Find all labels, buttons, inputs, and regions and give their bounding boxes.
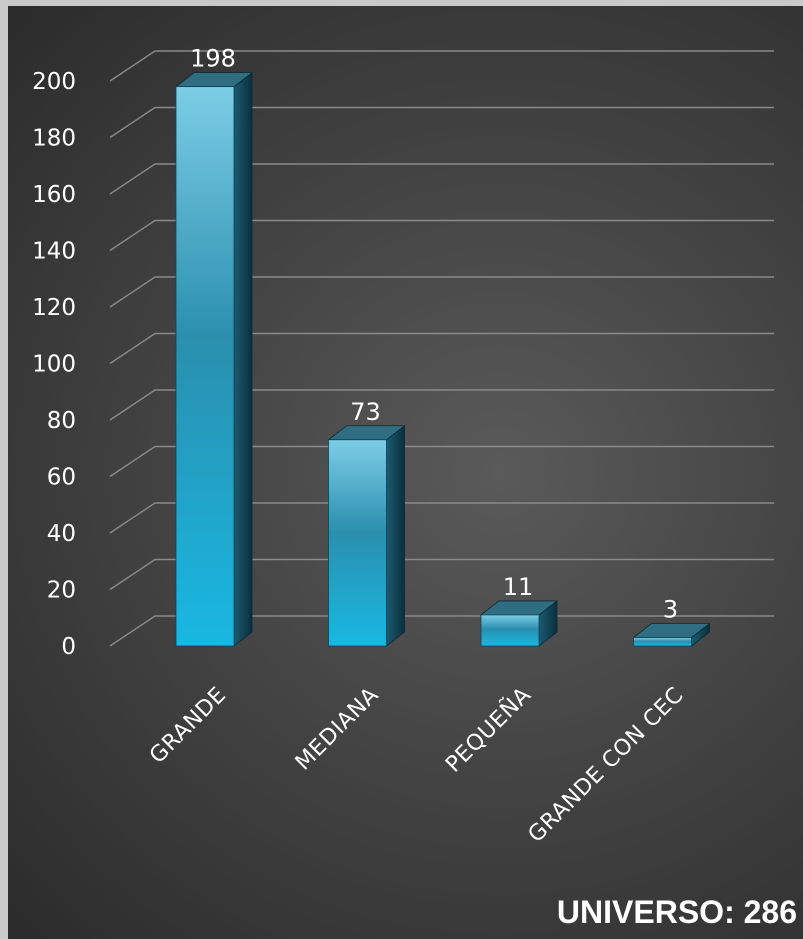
data-labels: 198 73 11 3 xyxy=(190,45,678,624)
gridline xyxy=(109,50,774,82)
data-label: 198 xyxy=(190,45,236,73)
bar xyxy=(327,424,406,647)
gridline xyxy=(109,502,774,534)
gridline xyxy=(109,389,774,421)
universe-total: UNIVERSO: 286 xyxy=(556,894,797,930)
data-label: 3 xyxy=(663,596,678,624)
x-category-label: MEDIANA xyxy=(291,683,384,776)
gridline xyxy=(109,558,774,591)
y-axis-ticks: 0 20 40 60 80 100 120 140 160 180 200 xyxy=(32,69,76,660)
bar xyxy=(174,71,254,647)
y-tick-label: 40 xyxy=(47,521,76,547)
y-tick-label: 200 xyxy=(32,69,76,95)
bar-front xyxy=(633,637,692,647)
bar xyxy=(632,622,711,647)
bars xyxy=(174,71,711,647)
gridline xyxy=(109,445,774,478)
y-tick-label: 160 xyxy=(32,182,76,208)
gridline xyxy=(109,106,774,139)
bar-chart: 0 20 40 60 80 100 120 140 160 180 200 198 73 11 3 GRA… xyxy=(32,45,774,848)
x-category-label: PEQUEÑA xyxy=(440,681,537,778)
gridline xyxy=(109,219,774,252)
y-tick-label: 120 xyxy=(32,295,76,321)
y-tick-label: 60 xyxy=(47,465,76,491)
x-category-label: GRANDE xyxy=(145,683,231,769)
gridline xyxy=(109,163,774,195)
x-category-label: GRANDE CON CEC xyxy=(524,683,689,848)
gridline xyxy=(109,332,774,365)
gridline xyxy=(109,615,774,647)
bar-front xyxy=(175,86,235,647)
chart-panel: 0 20 40 60 80 100 120 140 160 180 200 198 73 11 3 GRA… xyxy=(8,6,803,939)
bar-front xyxy=(480,614,540,647)
y-tick-label: 0 xyxy=(61,634,76,660)
y-tick-label: 180 xyxy=(32,126,76,152)
data-label: 73 xyxy=(350,398,381,426)
bar-side xyxy=(233,71,253,647)
bar-front xyxy=(328,439,387,647)
gridlines xyxy=(109,50,774,647)
y-tick-label: 20 xyxy=(47,578,76,604)
y-tick-label: 100 xyxy=(32,352,76,378)
data-label: 11 xyxy=(503,573,534,601)
bar-side xyxy=(386,424,405,647)
y-tick-label: 80 xyxy=(47,408,76,434)
gridline xyxy=(109,276,774,308)
bar xyxy=(479,600,559,647)
y-tick-label: 140 xyxy=(32,239,76,265)
